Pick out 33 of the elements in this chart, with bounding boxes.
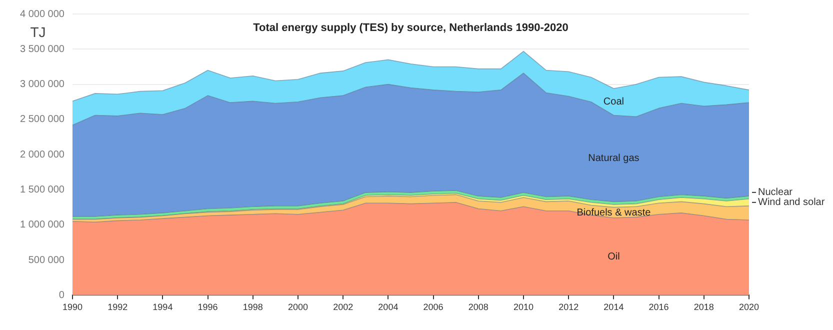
y-tick-label: 2 000 000 — [20, 149, 65, 160]
y-tick-label: 3 000 000 — [20, 79, 65, 90]
x-tick-label: 2008 — [468, 302, 488, 312]
x-tick-label: 2020 — [738, 302, 760, 312]
x-tick-label: 2012 — [558, 302, 579, 312]
x-tick-label: 1992 — [108, 302, 128, 312]
series-label: Biofuels & waste — [576, 207, 652, 218]
x-tick-label: 2014 — [604, 302, 624, 312]
y-tick-label: 3 500 000 — [20, 44, 65, 55]
x-tick-label: 2000 — [288, 302, 308, 312]
x-tick-label: 2006 — [423, 302, 444, 312]
x-tick-label: 2018 — [694, 302, 714, 312]
x-tick-label: 2002 — [333, 302, 354, 312]
x-tick-label: 1990 — [62, 302, 83, 312]
y-tick-label: 4 000 000 — [20, 8, 65, 20]
series-label: Natural gas — [588, 153, 640, 164]
series-label: Wind and solar — [758, 197, 826, 208]
x-tick-label: 2010 — [513, 302, 534, 312]
x-tick-label: 2016 — [648, 302, 669, 312]
y-tick-label: 500 000 — [28, 254, 65, 266]
y-tick-label: 0 — [58, 290, 65, 301]
x-tick-label: 2004 — [378, 302, 398, 312]
y-tick-label: 2 500 000 — [20, 114, 65, 126]
series-label: Nuclear — [758, 187, 794, 198]
x-tick-label: 1998 — [242, 302, 263, 312]
text: Total energy supply (TES) by source, Netherlands 1990-2020 — [253, 22, 568, 34]
x-tick-label: 1996 — [198, 302, 218, 312]
y-axis-title: TJ — [30, 24, 46, 40]
y-tick-label: 1 000 000 — [20, 220, 65, 231]
series-label: Oil — [608, 251, 620, 262]
x-tick-label: 1994 — [152, 302, 173, 312]
y-tick-label: 1 500 000 — [20, 184, 65, 196]
series-label: Coal — [603, 96, 624, 108]
